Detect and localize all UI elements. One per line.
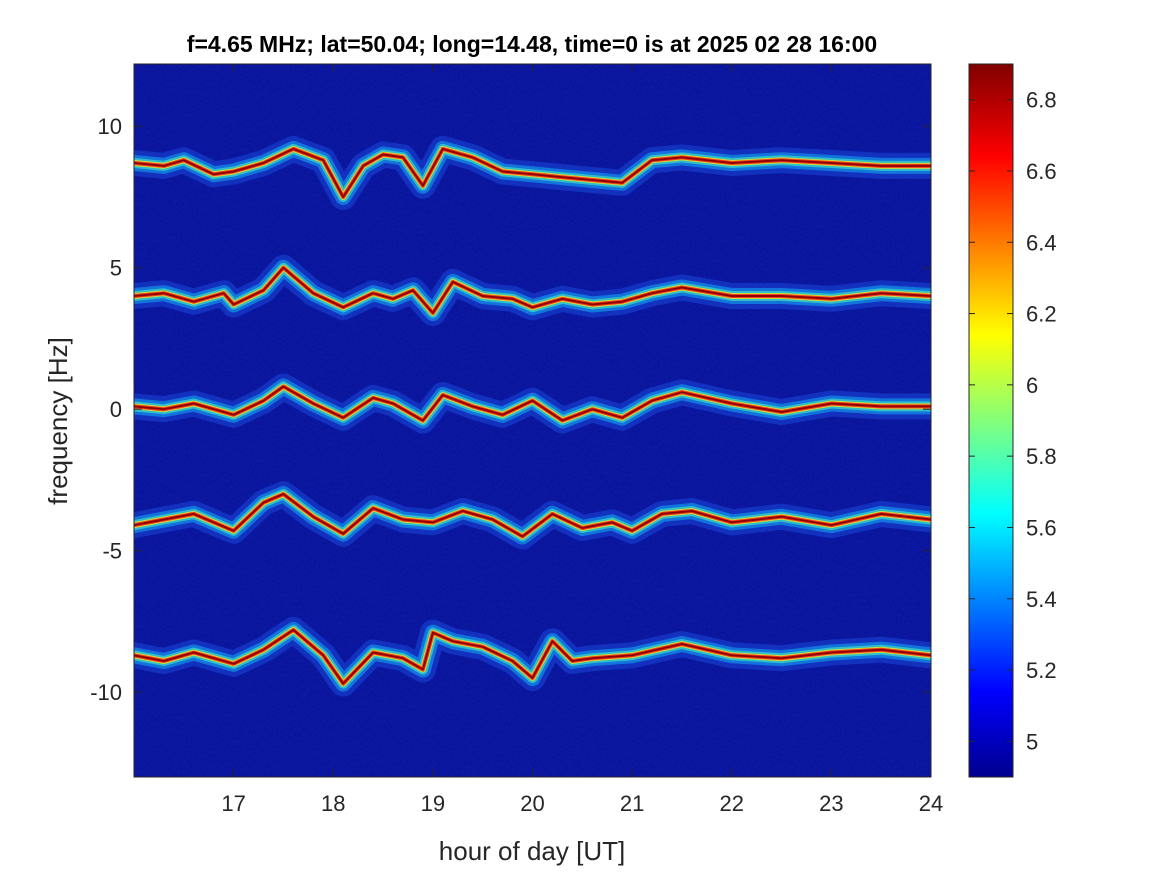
colorbar-tick-label: 6.6: [1026, 159, 1057, 184]
x-tick-label: 17: [221, 791, 245, 816]
x-axis-label: hour of day [UT]: [439, 836, 625, 866]
y-tick-label: 0: [110, 397, 122, 422]
colorbar: 6.8 6.6 6.4 6.2 6 5.8 5.6 5.4 5.2 5: [968, 63, 1057, 778]
x-tick-label: 18: [321, 791, 345, 816]
colorbar-tick-label: 6: [1026, 373, 1038, 398]
x-tick-label: 24: [919, 791, 943, 816]
colorbar-tick-label: 6.2: [1026, 302, 1057, 327]
x-axis-ticks: 17 18 19 20 21 22 23 24: [221, 64, 943, 816]
y-tick-label: 5: [110, 256, 122, 281]
plot-area: 17 18 19 20 21 22 23 24 10 5 0 -5 -10: [90, 63, 943, 816]
y-axis-label: frequency [Hz]: [43, 337, 73, 505]
colorbar-tick-label: 5.8: [1026, 444, 1057, 469]
colorbar-tick-label: 5: [1026, 729, 1038, 754]
y-tick-label: 10: [98, 114, 122, 139]
colorbar-tick-label: 6.4: [1026, 230, 1057, 255]
x-tick-label: 20: [520, 791, 544, 816]
colorbar-ticks: 6.8 6.6 6.4 6.2 6 5.8 5.6 5.4 5.2 5: [969, 88, 1057, 754]
x-tick-label: 19: [421, 791, 445, 816]
x-tick-label: 22: [720, 791, 744, 816]
colorbar-tick-label: 5.4: [1026, 587, 1057, 612]
colorbar-tick-label: 5.2: [1026, 658, 1057, 683]
chart-title-text: f=4.65 MHz; lat=50.04; long=14.48, time=…: [187, 31, 877, 57]
colorbar-tick-label: 5.6: [1026, 515, 1057, 540]
colorbar-gradient: [969, 64, 1013, 777]
x-tick-label: 23: [819, 791, 843, 816]
y-tick-label: -10: [90, 680, 122, 705]
y-axis-ticks: 10 5 0 -5 -10: [90, 114, 931, 705]
colorbar-tick-label: 6.8: [1026, 88, 1057, 113]
plot-speckle: [134, 64, 931, 777]
y-tick-label: -5: [102, 539, 122, 564]
colorbar-frame: [968, 63, 1014, 778]
chart-title: f=4.65 MHz; lat=50.04; long=14.48, time=…: [187, 31, 877, 57]
x-tick-label: 21: [620, 791, 644, 816]
